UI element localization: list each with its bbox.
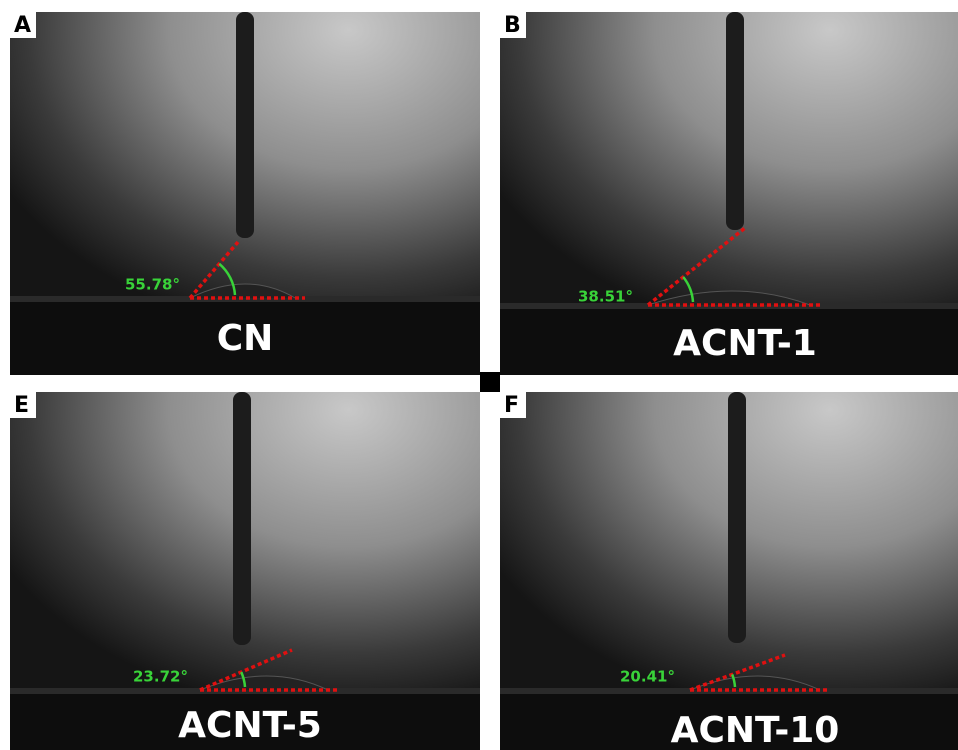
panel-letter: F xyxy=(504,393,519,418)
angle-label: 20.41° xyxy=(620,668,675,686)
needle xyxy=(233,392,251,645)
sample-label: ACNT-10 xyxy=(671,710,840,750)
needle xyxy=(236,12,254,238)
angle-label: 55.78° xyxy=(125,276,180,294)
figure: 55.78° CN A 38.51° ACNT-1 B 23.72° ACNT-5 E 20.41… xyxy=(0,0,958,750)
panel: 23.72° ACNT-5 E xyxy=(10,392,480,750)
center-square xyxy=(480,372,500,392)
angle-label: 23.72° xyxy=(133,668,188,686)
panel: 38.51° ACNT-1 B xyxy=(500,12,958,375)
sample-label: ACNT-5 xyxy=(178,705,322,746)
panel: 55.78° CN A xyxy=(10,12,480,375)
page: 55.78° CN A 38.51° ACNT-1 B 23.72° ACNT-5 E 20.41… xyxy=(0,0,958,750)
sample-label: ACNT-1 xyxy=(673,323,817,364)
angle-label: 38.51° xyxy=(578,288,633,306)
needle xyxy=(728,392,746,643)
panel-letter: B xyxy=(504,13,521,38)
sample-label: CN xyxy=(217,318,274,359)
panel-letter: E xyxy=(14,393,29,418)
panel: 20.41° ACNT-10 F xyxy=(500,392,958,750)
panel-letter: A xyxy=(14,13,31,38)
needle xyxy=(726,12,744,230)
